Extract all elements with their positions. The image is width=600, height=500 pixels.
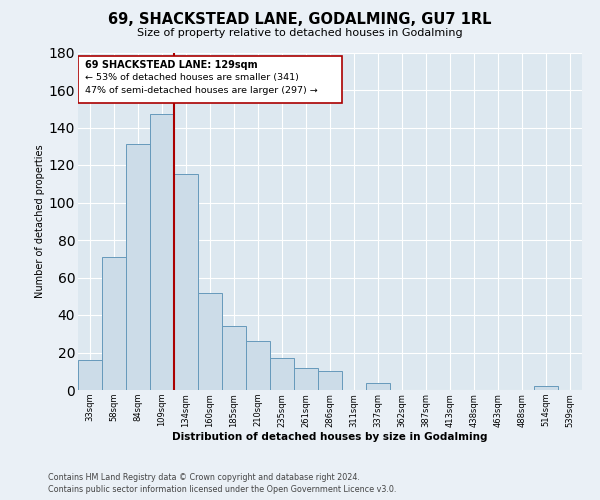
Bar [366,382,390,390]
Bar [270,358,294,390]
FancyBboxPatch shape [78,56,342,103]
X-axis label: Distribution of detached houses by size in Godalming: Distribution of detached houses by size … [172,432,488,442]
Bar [222,326,246,390]
Bar [198,292,222,390]
Bar [174,174,198,390]
Bar [102,257,126,390]
Text: 69 SHACKSTEAD LANE: 129sqm: 69 SHACKSTEAD LANE: 129sqm [85,60,258,70]
Bar [534,386,558,390]
Bar [126,144,150,390]
Y-axis label: Number of detached properties: Number of detached properties [35,144,44,298]
Bar [318,371,342,390]
Bar [150,114,174,390]
Bar [246,341,270,390]
Bar [294,368,318,390]
Text: 69, SHACKSTEAD LANE, GODALMING, GU7 1RL: 69, SHACKSTEAD LANE, GODALMING, GU7 1RL [108,12,492,28]
Text: 47% of semi-detached houses are larger (297) →: 47% of semi-detached houses are larger (… [85,86,318,96]
Text: ← 53% of detached houses are smaller (341): ← 53% of detached houses are smaller (34… [85,74,299,82]
Text: Size of property relative to detached houses in Godalming: Size of property relative to detached ho… [137,28,463,38]
Bar [78,360,102,390]
Text: Contains HM Land Registry data © Crown copyright and database right 2024.
Contai: Contains HM Land Registry data © Crown c… [48,473,397,494]
